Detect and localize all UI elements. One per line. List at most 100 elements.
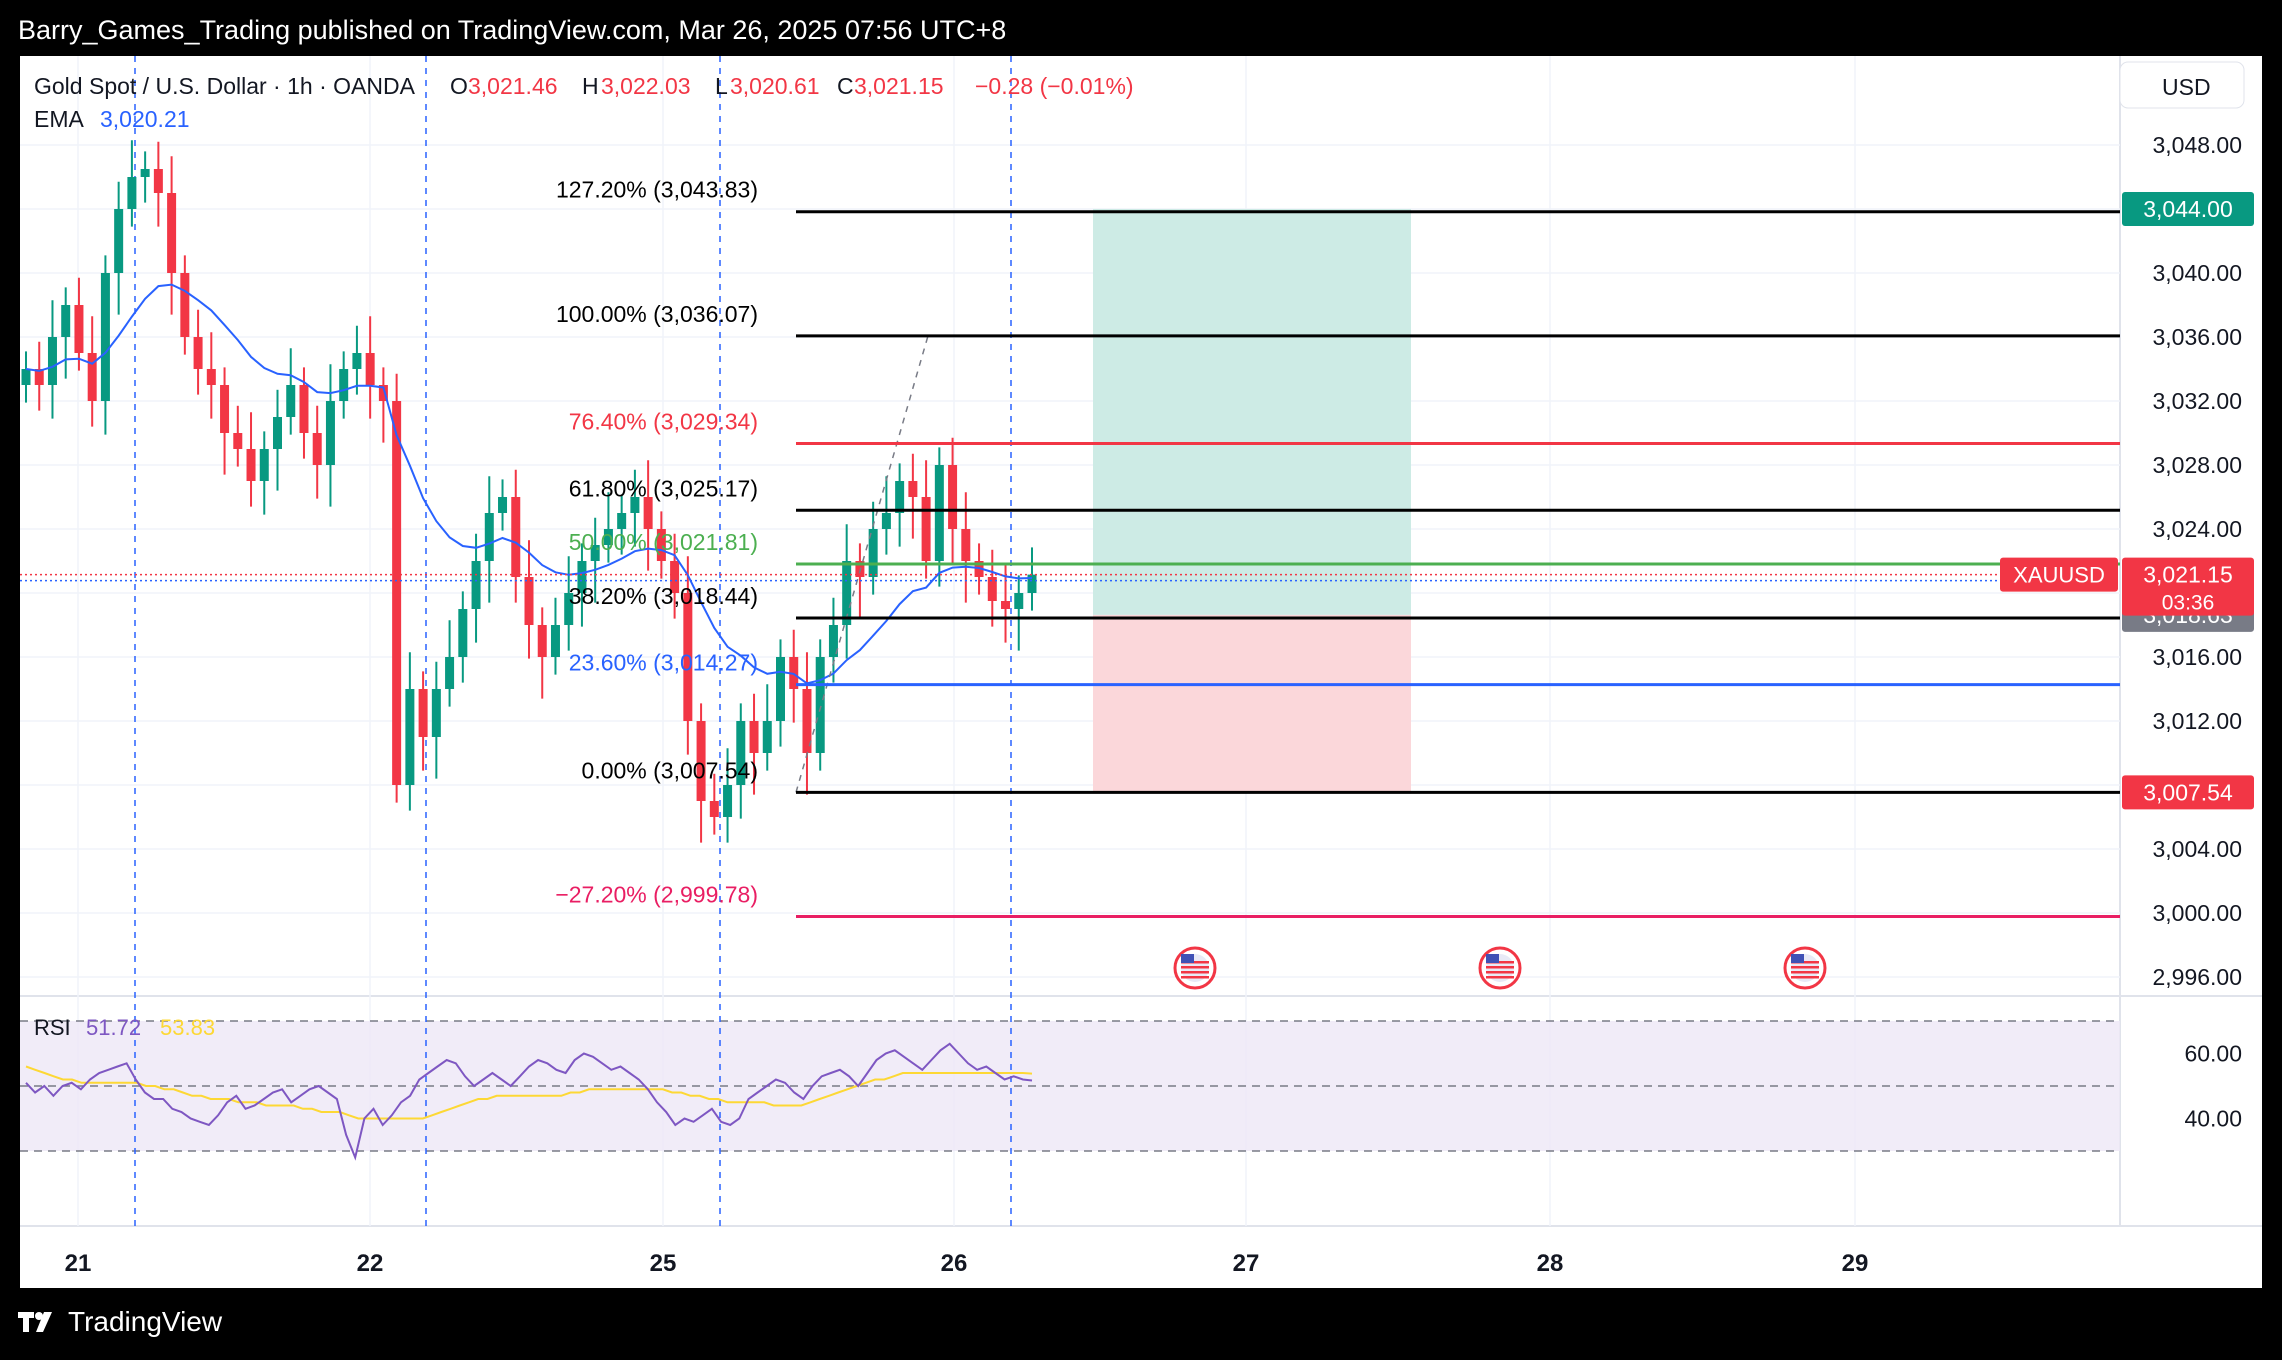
candle-body[interactable] <box>259 449 269 481</box>
candle[interactable] <box>21 351 31 403</box>
candle-body[interactable] <box>1014 593 1024 609</box>
candle-body[interactable] <box>881 513 891 529</box>
candle-body[interactable] <box>167 193 177 273</box>
candle[interactable] <box>34 341 44 411</box>
stop-loss-zone[interactable] <box>1093 614 1411 793</box>
candle[interactable] <box>220 367 230 475</box>
candle-body[interactable] <box>445 657 455 689</box>
candle[interactable] <box>511 469 521 603</box>
candle[interactable] <box>709 773 719 835</box>
candle-body[interactable] <box>656 529 666 561</box>
candle[interactable] <box>776 639 785 747</box>
position-zones[interactable] <box>1093 209 1411 793</box>
candle[interactable] <box>206 332 216 419</box>
candle[interactable] <box>100 255 110 435</box>
candle-body[interactable] <box>299 385 309 433</box>
candle-body[interactable] <box>670 561 680 593</box>
candle-body[interactable] <box>153 169 163 193</box>
candle[interactable] <box>233 405 243 467</box>
candle-body[interactable] <box>21 369 31 385</box>
candle[interactable] <box>524 540 534 659</box>
time-axis[interactable]: 21 22 25 26 27 28 29 <box>65 1250 1869 1277</box>
candle-body[interactable] <box>325 401 335 465</box>
candle[interactable] <box>762 684 772 771</box>
candle-body[interactable] <box>140 169 150 177</box>
candle-body[interactable] <box>550 625 560 657</box>
ema-label[interactable]: EMA <box>34 106 85 132</box>
candle-body[interactable] <box>776 657 785 721</box>
candle-body[interactable] <box>471 561 481 609</box>
candle-body[interactable] <box>286 385 296 417</box>
candle[interactable] <box>405 652 415 811</box>
fib-level[interactable]: 38.20% (3,018.44) <box>569 583 2120 620</box>
candle[interactable] <box>895 463 905 547</box>
candle-body[interactable] <box>193 337 203 369</box>
candle[interactable] <box>445 620 455 707</box>
candle[interactable] <box>74 277 84 371</box>
candle[interactable] <box>696 703 706 843</box>
candle-body[interactable] <box>683 593 693 721</box>
candle[interactable] <box>114 181 124 315</box>
candle-body[interactable] <box>378 385 388 401</box>
candle[interactable] <box>246 412 256 507</box>
candle-body[interactable] <box>1027 574 1037 593</box>
fib-level[interactable]: 0.00% (3,007.54) <box>582 757 2120 794</box>
candle[interactable] <box>842 524 852 659</box>
candle[interactable] <box>934 447 944 587</box>
candle[interactable] <box>537 607 547 699</box>
candle[interactable] <box>908 453 918 539</box>
candle[interactable] <box>617 495 627 555</box>
candle[interactable] <box>87 316 97 427</box>
candle[interactable] <box>339 351 349 419</box>
candle-body[interactable] <box>524 577 534 625</box>
candle-body[interactable] <box>418 689 428 737</box>
candle[interactable] <box>577 543 587 627</box>
candle[interactable] <box>683 556 693 755</box>
candle-body[interactable] <box>100 273 110 401</box>
candle-body[interactable] <box>749 721 759 753</box>
symbol-title[interactable]: Gold Spot / U.S. Dollar · 1h · OANDA <box>34 73 416 99</box>
candle-body[interactable] <box>405 689 415 785</box>
candle[interactable] <box>815 639 825 771</box>
candle[interactable] <box>868 501 878 595</box>
us-flag-event-icon[interactable] <box>1173 946 1217 990</box>
candle-body[interactable] <box>74 305 84 353</box>
candle-body[interactable] <box>246 449 256 481</box>
candle[interactable] <box>193 309 203 395</box>
candle[interactable] <box>723 748 733 843</box>
us-flag-event-icon[interactable] <box>1783 946 1827 990</box>
candle-body[interactable] <box>339 369 349 401</box>
candle-body[interactable] <box>34 369 44 385</box>
candle[interactable] <box>127 140 137 227</box>
take-profit-zone[interactable] <box>1093 209 1411 615</box>
candle[interactable] <box>603 492 613 563</box>
candle-body[interactable] <box>828 625 838 657</box>
candle[interactable] <box>140 151 150 203</box>
candle-body[interactable] <box>511 497 521 577</box>
candle-body[interactable] <box>220 385 230 433</box>
candle[interactable] <box>392 373 402 803</box>
candle[interactable] <box>749 693 759 795</box>
candle[interactable] <box>180 255 190 355</box>
fib-level[interactable]: 76.40% (3,029.34) <box>569 409 2120 446</box>
tradingview-logo[interactable]: TradingView <box>18 1306 222 1338</box>
candle-body[interactable] <box>312 433 322 465</box>
fib-level[interactable]: −27.20% (2,999.78) <box>555 882 2120 919</box>
candle-body[interactable] <box>815 657 825 753</box>
candle[interactable] <box>881 476 891 555</box>
fib-level[interactable]: 23.60% (3,014.27) <box>569 650 2120 687</box>
candle[interactable] <box>471 533 481 643</box>
candle-body[interactable] <box>709 801 719 817</box>
candle-body[interactable] <box>987 577 997 601</box>
candle-body[interactable] <box>431 689 441 737</box>
rsi-label[interactable]: RSI <box>34 1015 71 1040</box>
candle-body[interactable] <box>868 529 878 577</box>
candle[interactable] <box>312 405 322 499</box>
candle-body[interactable] <box>458 609 468 657</box>
chart-panel[interactable]: 127.20% (3,043.83) 100.00% (3,036.07) 76.4… <box>20 56 2262 1288</box>
candle-body[interactable] <box>61 305 71 337</box>
candle-body[interactable] <box>484 513 494 561</box>
candle-body[interactable] <box>630 497 640 513</box>
candle-body[interactable] <box>47 337 57 385</box>
fib-level[interactable]: 100.00% (3,036.07) <box>556 301 2120 338</box>
